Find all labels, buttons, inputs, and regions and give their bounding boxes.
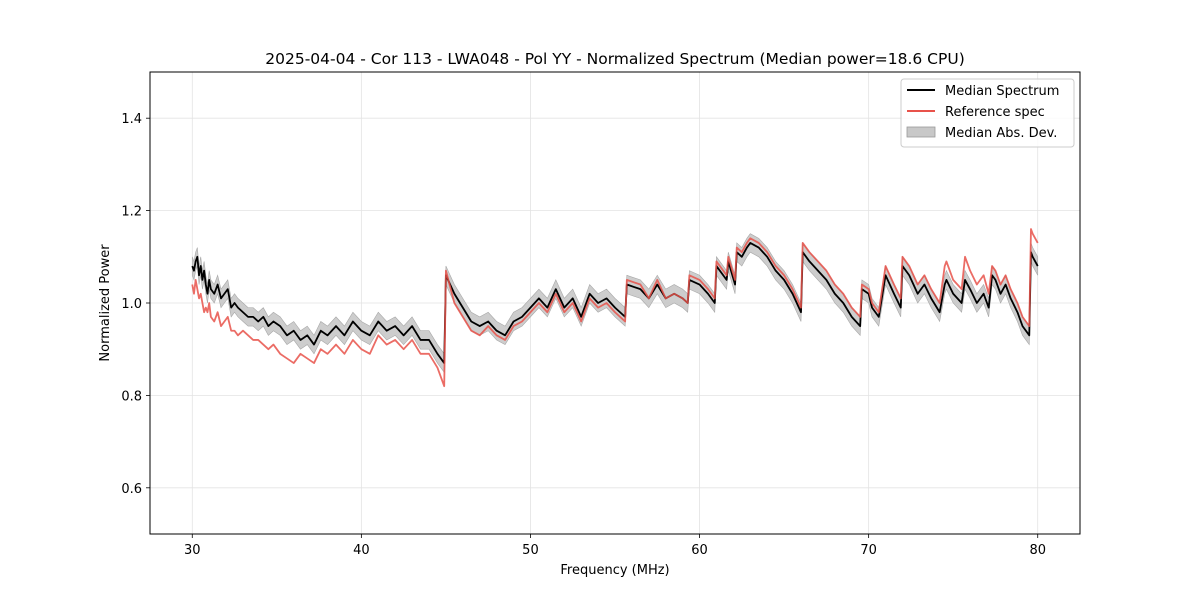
- x-tick-label: 50: [522, 543, 539, 558]
- median-spectrum-line: [191, 242, 1039, 364]
- x-tick-label: 60: [691, 543, 708, 558]
- y-tick-label: 0.8: [121, 389, 142, 404]
- legend-frame: [900, 78, 1075, 148]
- y-tick-label: 0.6: [121, 482, 142, 497]
- legend-label-reference: Reference spec: [945, 105, 1045, 120]
- axis-ticks: 30 40 50 60 70 80 0.6 0.8 1.0 1.2 1.4: [121, 112, 1046, 558]
- x-tick-label: 80: [1029, 543, 1046, 558]
- plot-area: [191, 228, 1039, 388]
- y-tick-label: 1.4: [121, 112, 142, 127]
- legend-label-median: Median Spectrum: [945, 84, 1059, 99]
- chart-title: 2025-04-04 - Cor 113 - LWA048 - Pol YY -…: [265, 50, 965, 68]
- x-tick-label: 40: [353, 543, 370, 558]
- x-axis-label: Frequency (MHz): [560, 563, 669, 578]
- legend-label-mad: Median Abs. Dev.: [945, 126, 1057, 141]
- mad-band: [191, 233, 1039, 374]
- legend-swatch-mad: [906, 126, 936, 138]
- legend: Median Spectrum Reference spec Median Ab…: [900, 78, 1075, 148]
- y-axis-label: Normalized Power: [98, 244, 113, 362]
- reference-spec-line: [191, 228, 1039, 388]
- x-tick-label: 70: [860, 543, 877, 558]
- x-tick-label: 30: [184, 543, 201, 558]
- y-tick-label: 1.2: [121, 205, 142, 220]
- y-tick-label: 1.0: [121, 297, 142, 312]
